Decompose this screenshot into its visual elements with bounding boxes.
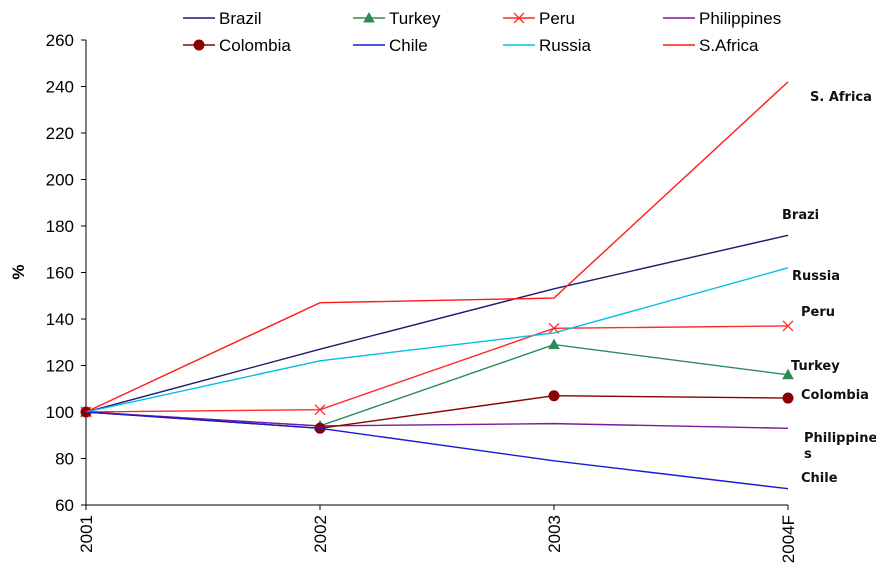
legend-label-turkey: Turkey <box>389 9 441 28</box>
legend-label-philippines: Philippines <box>699 9 781 28</box>
x-tick-label: 2002 <box>311 515 330 553</box>
annotation-label: S. Africa <box>810 90 872 105</box>
axes: 60 80 100 120 140 160 180 200 220 240 260 2001 2002 2… <box>46 31 798 563</box>
series-point-peru <box>314 404 326 416</box>
series-line-chile <box>85 411 789 490</box>
legend-label-peru: Peru <box>539 9 575 28</box>
series-point-turkey <box>782 368 794 380</box>
y-tick-label: 60 <box>55 496 74 515</box>
annotation-label: s <box>804 447 812 462</box>
series-line-brazil <box>85 234 789 413</box>
series-line-s-africa <box>85 81 789 413</box>
y-axis-label: % <box>9 264 28 279</box>
y-tick-label: 120 <box>46 357 74 376</box>
legend-label-s-africa: S.Africa <box>699 36 759 55</box>
y-tick-label: 200 <box>46 171 74 190</box>
legend: Brazil Turkey Peru Philippines Colombia Chile… <box>183 9 781 55</box>
annotation-label: Russia <box>792 269 840 284</box>
annotation-label: Chile <box>801 471 838 486</box>
x-tick-label: 2001 <box>77 515 96 553</box>
legend-marker-colombia <box>193 39 205 51</box>
legend-label-colombia: Colombia <box>219 36 291 55</box>
legend-label-chile: Chile <box>389 36 428 55</box>
series-line-russia <box>85 267 789 413</box>
annotation-label: Turkey <box>791 359 840 374</box>
y-tick-label: 180 <box>46 217 74 236</box>
series-line-peru <box>85 325 789 413</box>
annotations: S. Africa Brazi Russia Peru Turkey Colombia Ph… <box>782 90 876 486</box>
y-tick-label: 140 <box>46 310 74 329</box>
x-tick-label: 2003 <box>545 515 564 553</box>
legend-label-russia: Russia <box>539 36 592 55</box>
series-point-turkey <box>548 338 560 350</box>
series-group <box>80 81 794 490</box>
annotation-label: Colombia <box>801 388 869 403</box>
y-tick-label: 240 <box>46 78 74 97</box>
annotation-label: Philippine <box>804 431 876 446</box>
series-point-peru <box>782 320 794 332</box>
series-line-turkey <box>85 343 789 427</box>
series-point-colombia <box>548 390 560 402</box>
y-tick-label: 80 <box>55 450 74 469</box>
x-tick-label: 2004F <box>779 515 798 563</box>
y-tick-label: 100 <box>46 403 74 422</box>
y-tick-label: 160 <box>46 264 74 283</box>
legend-label-brazil: Brazil <box>219 9 262 28</box>
y-tick-label: 220 <box>46 124 74 143</box>
series-line-philippines <box>85 411 789 429</box>
series-line-colombia <box>85 395 789 429</box>
y-tick-label: 260 <box>46 31 74 50</box>
annotation-label: Brazi <box>782 208 819 223</box>
annotation-label: Peru <box>801 305 835 320</box>
legend-marker-turkey <box>363 11 375 23</box>
series-point-colombia <box>782 392 794 404</box>
legend-marker-peru <box>513 12 525 24</box>
